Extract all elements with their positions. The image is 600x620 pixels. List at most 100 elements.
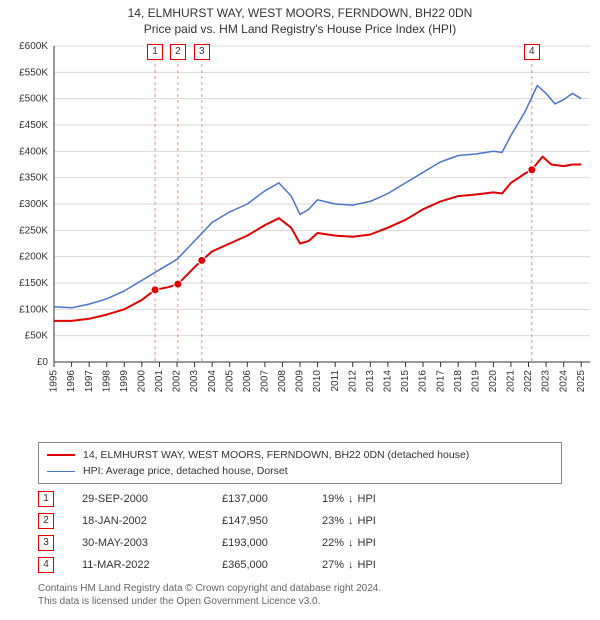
sale-marker-box: 1 bbox=[147, 44, 163, 60]
x-tick-label: 2000 bbox=[137, 370, 148, 393]
sale-date: 29-SEP-2000 bbox=[82, 493, 222, 505]
x-tick-label: 1997 bbox=[84, 370, 95, 393]
sale-index-box: 1 bbox=[38, 491, 54, 507]
titles: 14, ELMHURST WAY, WEST MOORS, FERNDOWN, … bbox=[0, 0, 600, 37]
sale-index-box: 4 bbox=[38, 557, 54, 573]
footer-line-1: Contains HM Land Registry data © Crown c… bbox=[38, 582, 562, 595]
y-tick-label: £450K bbox=[19, 120, 48, 131]
x-tick-label: 2018 bbox=[453, 370, 464, 393]
x-tick-label: 2021 bbox=[506, 370, 517, 393]
x-tick-label: 2014 bbox=[383, 370, 394, 393]
x-tick-label: 2002 bbox=[172, 370, 183, 393]
chart-area: £0 £50K £100K £150K £200K £250K £300K £350K £400… bbox=[0, 42, 600, 402]
sale-price: £147,950 bbox=[222, 515, 322, 527]
x-tick-label: 2009 bbox=[295, 370, 306, 393]
x-tick-label: 1998 bbox=[101, 370, 112, 393]
x-tick-label: 2020 bbox=[488, 370, 499, 393]
sale-price: £137,000 bbox=[222, 493, 322, 505]
sale-price: £365,000 bbox=[222, 559, 322, 571]
down-arrow-icon: ↓ bbox=[348, 515, 354, 527]
sale-delta-pct: 22% bbox=[322, 537, 344, 549]
sale-dot bbox=[528, 166, 536, 174]
sales-table: 129-SEP-2000£137,00019%↓HPI218-JAN-2002£… bbox=[38, 488, 562, 576]
series-property bbox=[54, 157, 581, 321]
x-tick-label: 2019 bbox=[470, 370, 481, 393]
legend: 14, ELMHURST WAY, WEST MOORS, FERNDOWN, … bbox=[38, 442, 562, 484]
x-tick-label: 2011 bbox=[330, 370, 341, 392]
x-tick-label: 2016 bbox=[418, 370, 429, 393]
down-arrow-icon: ↓ bbox=[348, 493, 354, 505]
sale-delta: 22% ↓ HPI bbox=[322, 537, 442, 549]
x-tick-label: 1996 bbox=[66, 370, 77, 393]
sale-dot bbox=[174, 280, 182, 288]
sale-delta-suffix: HPI bbox=[358, 493, 376, 505]
y-tick-label: £350K bbox=[19, 173, 48, 184]
x-tick-label: 1995 bbox=[49, 370, 60, 393]
down-arrow-icon: ↓ bbox=[348, 559, 354, 571]
legend-label: HPI: Average price, detached house, Dors… bbox=[83, 465, 288, 477]
y-tick-label: £0 bbox=[37, 357, 49, 368]
x-tick-label: 2017 bbox=[435, 370, 446, 393]
sale-delta: 19% ↓ HPI bbox=[322, 493, 442, 505]
x-tick-label: 2015 bbox=[400, 370, 411, 393]
y-tick-label: £550K bbox=[19, 67, 48, 78]
sale-row: 218-JAN-2002£147,95023%↓HPI bbox=[38, 510, 562, 532]
title-address: 14, ELMHURST WAY, WEST MOORS, FERNDOWN, … bbox=[0, 6, 600, 22]
x-tick-label: 2013 bbox=[365, 370, 376, 393]
y-tick-label: £400K bbox=[19, 146, 48, 157]
sale-delta-suffix: HPI bbox=[358, 515, 376, 527]
footer-line-2: This data is licensed under the Open Gov… bbox=[38, 595, 562, 608]
sale-row: 4 11-MAR-2022£365,00027% ↓ HPI bbox=[38, 554, 562, 576]
sale-delta-suffix: HPI bbox=[358, 559, 376, 571]
y-tick-label: £200K bbox=[19, 252, 48, 263]
y-tick-label: £100K bbox=[19, 304, 48, 315]
x-tick-label: 2012 bbox=[347, 370, 358, 393]
legend-row: HPI: Average price, detached house, Dors… bbox=[47, 463, 553, 479]
sale-date: 11-MAR-2022 bbox=[82, 559, 222, 571]
sale-marker-box: 3 bbox=[194, 44, 210, 60]
x-tick-label: 2010 bbox=[312, 370, 323, 393]
x-tick-label: 2001 bbox=[154, 370, 165, 393]
title-subtitle: Price paid vs. HM Land Registry's House … bbox=[0, 22, 600, 38]
y-tick-label: £150K bbox=[19, 278, 48, 289]
sale-date: 30-MAY-2003 bbox=[82, 537, 222, 549]
legend-row: 14, ELMHURST WAY, WEST MOORS, FERNDOWN, … bbox=[47, 447, 553, 463]
x-tick-label: 2022 bbox=[523, 370, 534, 393]
sale-delta: 27% ↓ HPI bbox=[322, 559, 442, 571]
x-tick-label: 1999 bbox=[119, 370, 130, 393]
x-tick-label: 2023 bbox=[541, 370, 552, 393]
x-tick-label: 2024 bbox=[558, 370, 569, 393]
sale-dot bbox=[198, 256, 206, 264]
chart-container: 14, ELMHURST WAY, WEST MOORS, FERNDOWN, … bbox=[0, 0, 600, 620]
sale-index-box: 2 bbox=[38, 513, 54, 529]
down-arrow-icon: ↓ bbox=[348, 537, 354, 549]
y-tick-label: £250K bbox=[19, 225, 48, 236]
footer-attribution: Contains HM Land Registry data © Crown c… bbox=[38, 582, 562, 608]
x-tick-label: 2005 bbox=[224, 370, 235, 393]
sale-delta-pct: 27% bbox=[322, 559, 344, 571]
series-hpi bbox=[54, 86, 581, 308]
legend-swatch bbox=[47, 471, 75, 472]
x-tick-label: 2006 bbox=[242, 370, 253, 393]
y-tick-label: £600K bbox=[19, 42, 48, 52]
sale-dot bbox=[151, 286, 159, 294]
sale-delta: 23%↓HPI bbox=[322, 515, 442, 527]
sale-row: 3 30-MAY-2003£193,00022% ↓ HPI bbox=[38, 532, 562, 554]
chart-svg: £0 £50K £100K £150K £200K £250K £300K £350K £400… bbox=[0, 42, 600, 402]
sale-marker-box: 4 bbox=[524, 44, 540, 60]
sale-marker-box: 2 bbox=[170, 44, 186, 60]
y-tick-label: £500K bbox=[19, 94, 48, 105]
sale-date: 18-JAN-2002 bbox=[82, 515, 222, 527]
y-tick-label: £50K bbox=[25, 331, 49, 342]
sale-delta-pct: 19% bbox=[322, 493, 344, 505]
x-tick-label: 2025 bbox=[576, 370, 587, 393]
x-tick-label: 2008 bbox=[277, 370, 288, 393]
legend-label: 14, ELMHURST WAY, WEST MOORS, FERNDOWN, … bbox=[83, 449, 469, 461]
sale-row: 1 29-SEP-2000£137,00019% ↓ HPI bbox=[38, 488, 562, 510]
x-tick-label: 2004 bbox=[207, 370, 218, 393]
sale-delta-suffix: HPI bbox=[358, 537, 376, 549]
legend-swatch bbox=[47, 454, 75, 456]
y-tick-label: £300K bbox=[19, 199, 48, 210]
sale-price: £193,000 bbox=[222, 537, 322, 549]
sale-index-box: 3 bbox=[38, 535, 54, 551]
